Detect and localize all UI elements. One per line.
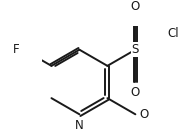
Text: O: O — [131, 1, 140, 13]
Text: F: F — [13, 43, 20, 56]
Text: Cl: Cl — [167, 27, 179, 40]
Text: N: N — [75, 119, 84, 132]
Text: O: O — [131, 86, 140, 99]
Text: O: O — [139, 108, 149, 121]
Text: S: S — [132, 43, 139, 56]
